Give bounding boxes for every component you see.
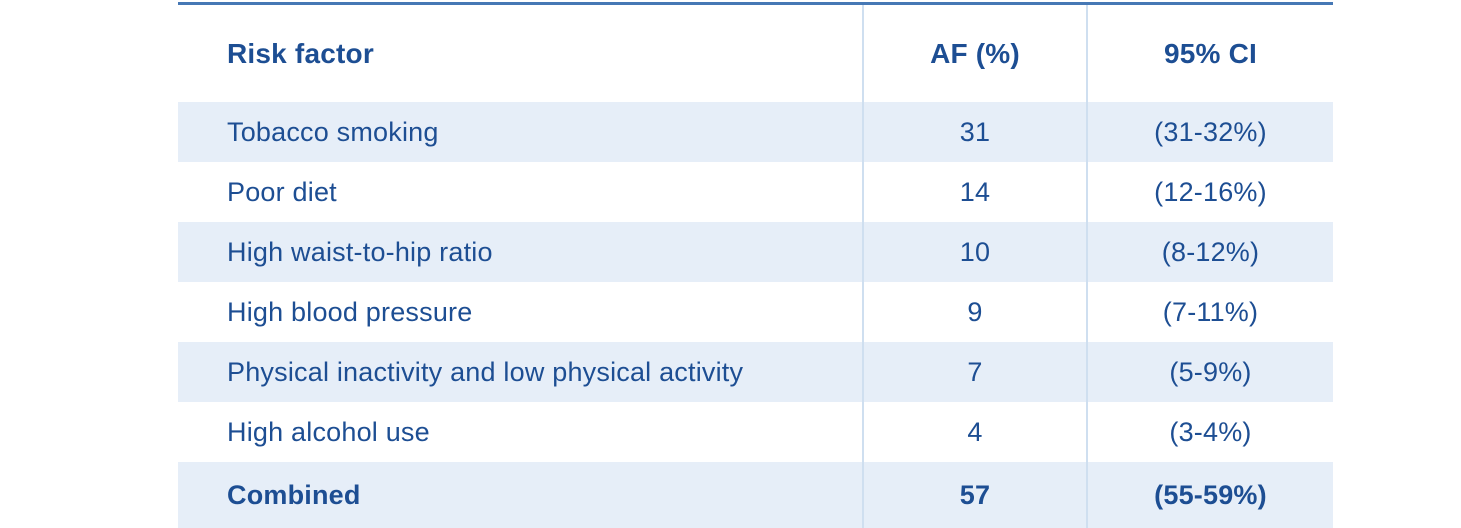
ci-value-cell: (55-59%) (1086, 462, 1333, 528)
ci-value-cell: (5-9%) (1086, 342, 1333, 402)
table-body: Tobacco smoking 31 (31-32%) Poor diet 14… (178, 102, 1333, 528)
af-value-cell: 14 (862, 162, 1086, 222)
af-value-cell: 9 (862, 282, 1086, 342)
risk-factor-cell: High alcohol use (227, 416, 430, 447)
risk-factor-cell: Physical inactivity and low physical act… (227, 356, 744, 387)
risk-factor-cell: Tobacco smoking (227, 116, 439, 147)
risk-factor-cell: Poor diet (227, 176, 337, 207)
table-row: High waist-to-hip ratio 10 (8-12%) (178, 222, 1333, 282)
table-row: Tobacco smoking 31 (31-32%) (178, 102, 1333, 162)
column-header-af-percent: AF (%) (862, 5, 1086, 102)
table-header-row: Risk factor AF (%) 95% CI (178, 5, 1333, 102)
af-value-cell: 7 (862, 342, 1086, 402)
risk-factor-table: Risk factor AF (%) 95% CI Tobacco smokin… (178, 2, 1333, 528)
risk-factor-cell: High waist-to-hip ratio (227, 236, 493, 267)
table-row: Physical inactivity and low physical act… (178, 342, 1333, 402)
column-header-risk-factor: Risk factor (227, 37, 374, 69)
risk-factor-cell: High blood pressure (227, 296, 473, 327)
ci-value-cell: (12-16%) (1086, 162, 1333, 222)
af-value-cell: 31 (862, 102, 1086, 162)
table-row: High blood pressure 9 (7-11%) (178, 282, 1333, 342)
af-value-cell: 4 (862, 402, 1086, 462)
table-row: Poor diet 14 (12-16%) (178, 162, 1333, 222)
af-value-cell: 10 (862, 222, 1086, 282)
table-row: Combined 57 (55-59%) (178, 462, 1333, 528)
table-row: High alcohol use 4 (3-4%) (178, 402, 1333, 462)
af-value-cell: 57 (862, 462, 1086, 528)
risk-factor-cell: Combined (227, 479, 361, 510)
ci-value-cell: (7-11%) (1086, 282, 1333, 342)
ci-value-cell: (3-4%) (1086, 402, 1333, 462)
ci-value-cell: (8-12%) (1086, 222, 1333, 282)
column-header-95-ci: 95% CI (1086, 5, 1333, 102)
ci-value-cell: (31-32%) (1086, 102, 1333, 162)
